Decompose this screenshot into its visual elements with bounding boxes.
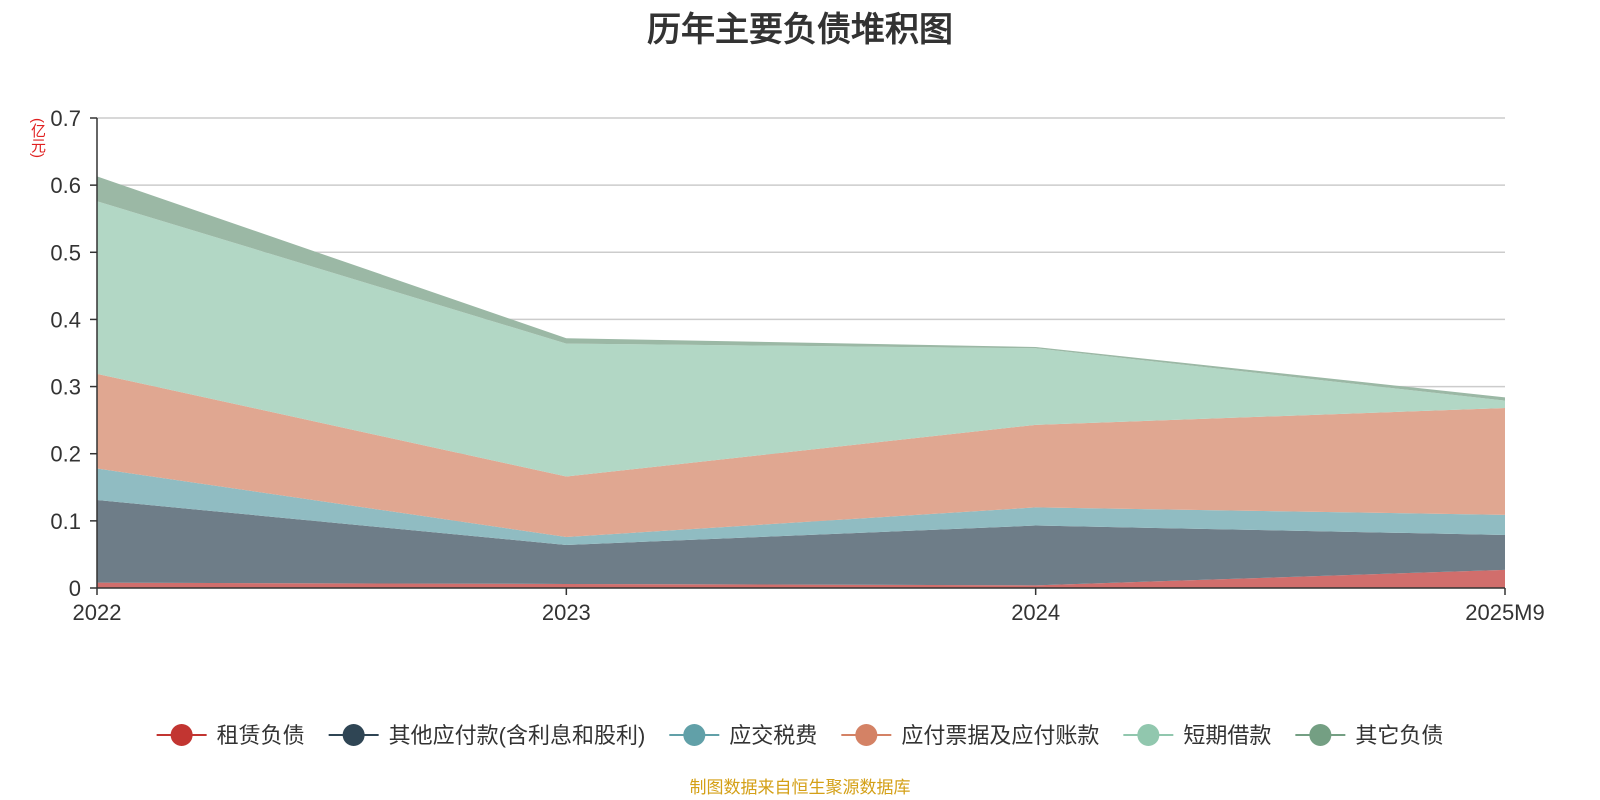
area-series-5 [97, 201, 1505, 477]
x-tick-label: 2023 [542, 600, 591, 625]
source-note: 制图数据来自恒生聚源数据库 [689, 778, 911, 797]
legend-label: 应交税费 [729, 723, 817, 748]
y-tick-label: 0.6 [50, 173, 81, 198]
y-tick-label: 0.7 [50, 106, 81, 131]
area-series-1 [97, 569, 1505, 588]
chart-title: 历年主要负债堆积图 [647, 11, 953, 49]
legend-label: 其他应付款(含利息和股利) [389, 723, 646, 748]
x-tick-label: 2025M9 [1465, 600, 1545, 625]
legend-label: 短期借款 [1183, 723, 1271, 748]
area-series-4 [97, 373, 1505, 537]
legend-marker [1137, 724, 1160, 746]
x-tick-label: 2024 [1011, 600, 1060, 625]
y-tick-label: 0.4 [50, 307, 81, 332]
y-tick-label: 0.3 [50, 375, 81, 400]
y-axis-unit-label: (亿元) [29, 118, 46, 158]
x-tick-label: 2022 [73, 600, 122, 625]
legend-marker [855, 724, 878, 746]
legend-marker [170, 724, 193, 746]
legend-label: 其它负债 [1355, 723, 1443, 748]
legend-marker [342, 724, 365, 746]
legend-label: 租赁负债 [217, 723, 305, 748]
area-series-2 [97, 500, 1505, 586]
y-tick-label: 0.1 [50, 509, 81, 534]
y-tick-label: 0 [69, 576, 81, 601]
legend-label: 应付票据及应付账款 [901, 723, 1099, 748]
legend-marker [1309, 724, 1332, 746]
legend-marker [683, 724, 706, 746]
area-series-3 [97, 468, 1505, 546]
y-tick-label: 0.2 [50, 442, 81, 467]
y-tick-label: 0.5 [50, 240, 81, 265]
